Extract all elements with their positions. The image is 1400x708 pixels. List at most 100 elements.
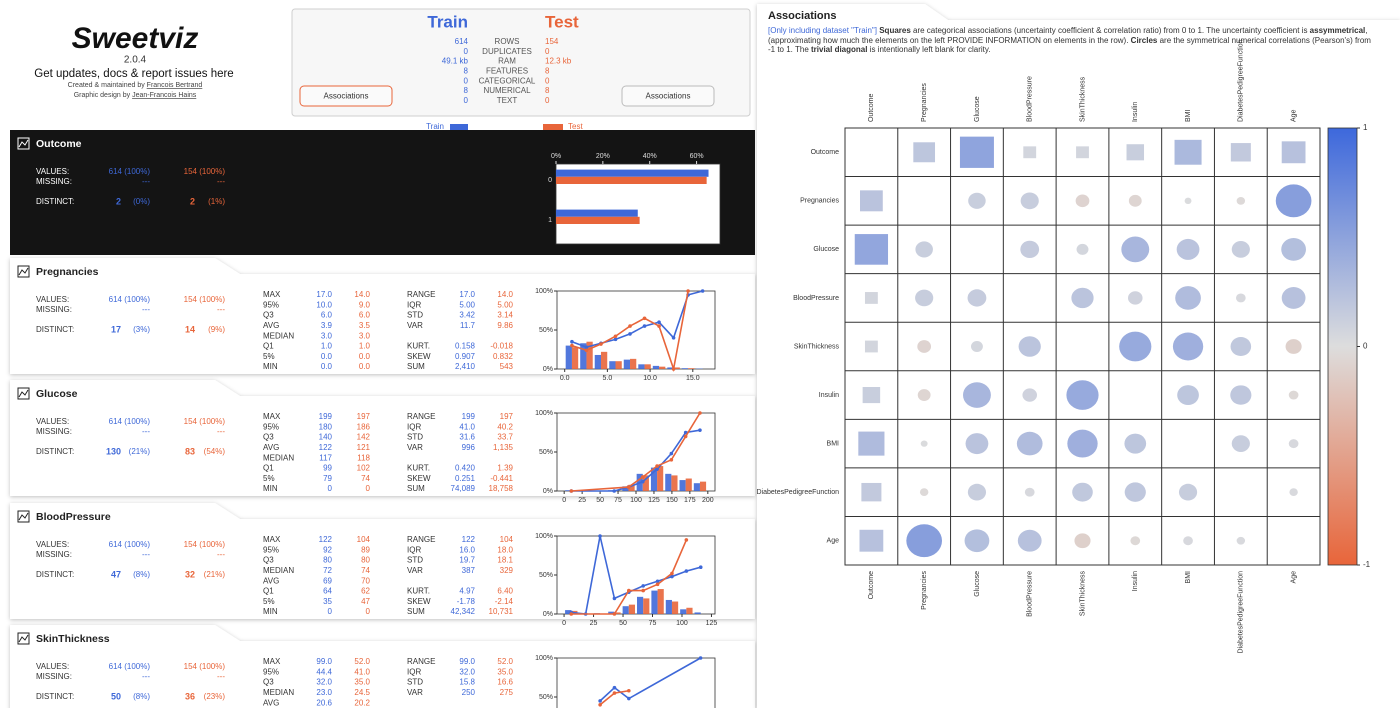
- outcome-point: [686, 289, 690, 293]
- summary-train: 8: [464, 67, 469, 76]
- summary-label: FEATURES: [486, 67, 528, 76]
- bar: [600, 351, 608, 369]
- outcome-point: [641, 584, 645, 588]
- stat-test: 1.39: [497, 464, 513, 473]
- bar: [643, 598, 650, 614]
- stat-label: KURT.: [407, 342, 430, 351]
- stat-train: 16.0: [459, 545, 475, 554]
- feature-icon: [18, 634, 29, 643]
- stat-train: 3.9: [321, 321, 333, 330]
- bar: [586, 341, 593, 369]
- stat-test: 18,758: [489, 484, 514, 493]
- y-tick-label: 100%: [535, 533, 553, 540]
- x-tick-label: 200: [702, 497, 714, 504]
- x-tick-label: 125: [648, 497, 660, 504]
- association-circle: [965, 433, 989, 455]
- credit-link[interactable]: Jean-Francois Hains: [132, 92, 197, 99]
- bar: [556, 209, 638, 217]
- row-label: BloodPressure: [793, 295, 839, 302]
- stat-test: 35.0: [497, 667, 513, 676]
- stat-test: 3.14: [497, 311, 513, 320]
- stat-label: MIN: [263, 362, 278, 371]
- outcome-point: [684, 569, 689, 573]
- column-label: BMI: [1185, 571, 1192, 584]
- bar: [628, 484, 635, 491]
- distinct-test: 2: [190, 196, 195, 206]
- value-train: ---: [142, 305, 150, 314]
- credit-text: Graphic design by: [74, 92, 132, 99]
- stat-test: 16.6: [497, 678, 513, 687]
- column-label: BloodPressure: [1027, 76, 1034, 122]
- associations-button[interactable]: [621, 85, 715, 107]
- summary-label: NUMERICAL: [483, 86, 531, 95]
- associations-button[interactable]: [299, 85, 393, 107]
- stat-label: STD: [407, 311, 423, 320]
- stat-label: SKEW: [407, 597, 431, 606]
- stat-label: SUM: [407, 607, 425, 616]
- stat-train: 92: [323, 545, 332, 554]
- row-label: Age: [827, 538, 840, 545]
- distinct-test-pct: (1%): [208, 197, 225, 206]
- value-train: 614 (100%): [109, 295, 151, 304]
- y-tick-label: 0%: [543, 366, 553, 373]
- stat-test: 6.0: [359, 311, 371, 320]
- outcome-line: [571, 429, 701, 492]
- summary-train: 0: [464, 47, 469, 56]
- feature-icon: [18, 389, 29, 398]
- summary-test: 154: [545, 37, 559, 46]
- docs-link[interactable]: Get updates, docs & report issues here: [34, 68, 233, 80]
- value-label: VALUES:: [36, 662, 69, 671]
- stat-label: 95%: [263, 300, 279, 309]
- bar: [637, 596, 644, 614]
- stat-label: 5%: [263, 352, 275, 361]
- bar: [565, 490, 572, 491]
- stat-label: SUM: [407, 484, 425, 493]
- row-label: Outcome: [811, 149, 840, 156]
- bar: [628, 604, 635, 614]
- value-test: 154 (100%): [184, 662, 226, 671]
- summary-train: 0: [464, 76, 469, 85]
- credit-link[interactable]: Francois Bertrand: [147, 82, 203, 89]
- stat-train: 0.158: [455, 342, 476, 351]
- bar: [565, 610, 572, 614]
- stat-test: 41.0: [354, 667, 370, 676]
- column-label: Outcome: [868, 571, 875, 600]
- stat-train: 122: [319, 443, 333, 452]
- colorbar: [1327, 127, 1358, 566]
- desc-text: Squares: [879, 26, 911, 35]
- stat-train: 31.6: [459, 433, 475, 442]
- stat-label: Q1: [263, 464, 274, 473]
- outcome-point: [640, 479, 645, 484]
- column-label: SkinThickness: [1079, 76, 1086, 122]
- feature-icon: [17, 387, 30, 400]
- desc-text: trivial diagonal: [811, 45, 868, 54]
- stat-label: IQR: [407, 545, 421, 554]
- association-square: [858, 431, 885, 456]
- stat-test: 33.7: [497, 433, 513, 442]
- outcome-point: [569, 612, 574, 616]
- stat-test: 0: [366, 484, 371, 493]
- association-circle: [1020, 192, 1039, 210]
- stat-test: 40.2: [497, 422, 513, 431]
- feature-icon: [17, 632, 30, 645]
- row-label: Insulin: [819, 392, 839, 399]
- association-square: [860, 190, 883, 212]
- x-tick-label: 0%: [551, 153, 561, 160]
- legend-swatch: [543, 124, 563, 130]
- stat-label: STD: [407, 433, 423, 442]
- summary-test: 0: [545, 76, 550, 85]
- desc-text: are the symmetrical numerical correlatio…: [768, 35, 1371, 55]
- bar: [679, 480, 686, 491]
- stat-train: 99.0: [316, 657, 332, 666]
- stat-test: 74: [361, 566, 370, 575]
- distinct-test: 14: [185, 324, 195, 334]
- x-tick-label: 100: [630, 497, 642, 504]
- stat-test: 14.0: [497, 290, 513, 299]
- stat-label: 95%: [263, 422, 279, 431]
- stat-label: KURT.: [407, 587, 430, 596]
- association-square: [862, 387, 881, 404]
- stat-label: 95%: [263, 545, 279, 554]
- bar: [615, 361, 622, 369]
- outcome-point: [598, 534, 602, 538]
- bar: [667, 367, 674, 369]
